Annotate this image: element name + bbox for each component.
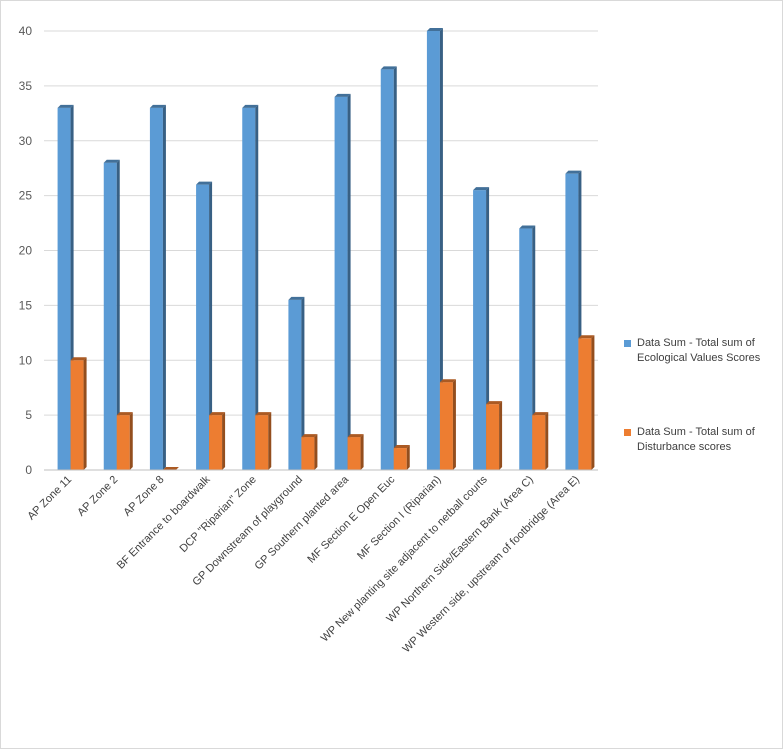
bar-disturbance	[393, 445, 410, 470]
legend-item-disturbance: Data Sum - Total sum of Disturbance scor…	[624, 425, 774, 455]
y-tick-label: 25	[19, 189, 33, 203]
legend-label-ecological: Data Sum - Total sum of Ecological Value…	[637, 337, 761, 364]
bar-disturbance	[578, 335, 595, 470]
y-tick-label: 15	[19, 298, 33, 312]
x-axis-category-labels: AP Zone 11 AP Zone 2 AP Zone 8BF Entrance …	[25, 473, 582, 655]
bar-disturbance	[301, 434, 318, 470]
y-tick-label: 40	[19, 24, 33, 38]
x-category-label: GP Southern planted area	[252, 473, 351, 572]
bar-ecological	[242, 104, 259, 470]
y-tick-label: 30	[19, 134, 33, 148]
x-category-label: MF Section E Open Euc	[305, 473, 397, 565]
bar-ecological	[288, 296, 305, 470]
bar-ecological	[426, 28, 443, 470]
x-category-label: WP Western side, upstream of footbridge …	[400, 474, 582, 656]
bar-disturbance	[209, 412, 226, 470]
gridlines	[44, 30, 598, 416]
bar-ecological	[380, 66, 397, 470]
y-tick-label: 35	[19, 79, 33, 93]
x-category-label: BF Entrance to boardwalk	[115, 473, 213, 571]
bar-disturbance	[116, 412, 133, 470]
bar-disturbance	[162, 467, 179, 470]
x-category-label: AP Zone 11	[25, 474, 74, 523]
legend-swatch-ecological	[624, 340, 631, 347]
bar-ecological	[473, 187, 490, 470]
x-category-label: MF Section I (Riparian)	[355, 474, 443, 562]
bar-disturbance	[486, 401, 503, 470]
bars	[57, 28, 595, 471]
y-axis-tick-labels: 0 5 10 15 20 25 30 35 40	[19, 24, 33, 477]
bar-ecological	[519, 225, 536, 470]
y-tick-label: 0	[25, 463, 32, 477]
y-tick-label: 10	[19, 353, 33, 367]
legend-item-ecological: Data Sum - Total sum of Ecological Value…	[624, 336, 774, 366]
y-tick-label: 20	[19, 244, 33, 258]
legend-swatch-disturbance	[624, 429, 631, 436]
bar-ecological	[103, 159, 120, 470]
legend-label-disturbance: Data Sum - Total sum of Disturbance scor…	[637, 426, 755, 453]
bar-ecological	[334, 93, 351, 470]
bar-ecological	[149, 104, 166, 470]
bar-ecological	[196, 181, 213, 470]
bar-disturbance	[439, 379, 456, 470]
bar-disturbance	[255, 412, 272, 470]
x-category-label: AP Zone 8	[121, 474, 166, 519]
bar-disturbance	[70, 357, 87, 470]
bar-disturbance	[347, 434, 364, 470]
y-tick-label: 5	[25, 408, 32, 422]
x-category-label: WP New planting site adjacent to netball…	[319, 473, 490, 644]
bar-disturbance	[532, 412, 549, 470]
x-category-label: AP Zone 2	[75, 474, 120, 519]
x-category-label: DCP "Riparian" Zone	[178, 474, 259, 555]
